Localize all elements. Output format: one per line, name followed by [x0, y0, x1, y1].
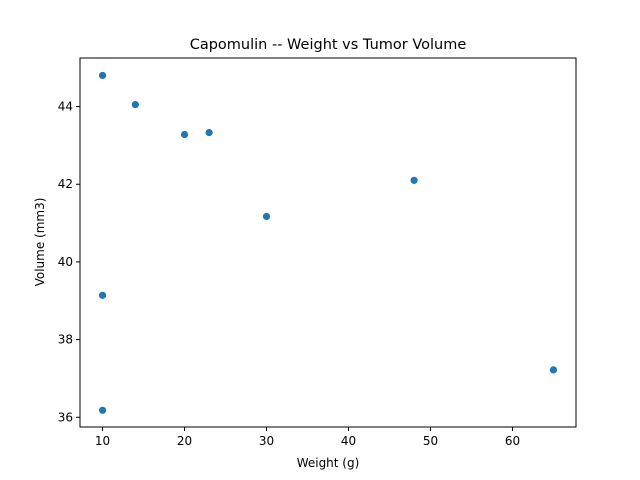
x-tick-label-1: 20 — [177, 434, 192, 448]
y-tick-label-2: 40 — [58, 255, 73, 269]
plot-area-frame — [79, 57, 577, 428]
x-tick-label-5: 60 — [505, 434, 520, 448]
data-point-0 — [98, 71, 107, 80]
x-tick-label-3: 40 — [341, 434, 356, 448]
x-tick-label-2: 30 — [259, 434, 274, 448]
y-tick-label-4: 44 — [58, 100, 73, 114]
chart-title: Capomulin -- Weight vs Tumor Volume — [190, 37, 467, 53]
y-axis-label: Volume (mm3) — [33, 198, 47, 287]
data-point-3 — [205, 128, 213, 137]
data-points — [98, 71, 558, 414]
data-point-7 — [549, 366, 558, 374]
data-point-1 — [131, 101, 139, 109]
x-axis: 10 20 30 40 50 60 — [95, 427, 520, 448]
y-tick-label-0: 36 — [58, 410, 73, 424]
data-point-2 — [180, 130, 189, 139]
x-tick-label-0: 10 — [95, 434, 110, 448]
x-axis-label: Weight (g) — [297, 456, 360, 470]
data-point-5 — [262, 212, 271, 221]
data-point-4 — [410, 176, 418, 184]
x-tick-label-4: 50 — [423, 434, 438, 448]
y-tick-label-1: 38 — [58, 333, 73, 347]
data-point-6 — [98, 291, 107, 299]
y-axis: 36 38 40 42 44 — [58, 100, 80, 424]
y-tick-label-3: 42 — [58, 177, 73, 191]
data-point-8 — [98, 406, 107, 414]
